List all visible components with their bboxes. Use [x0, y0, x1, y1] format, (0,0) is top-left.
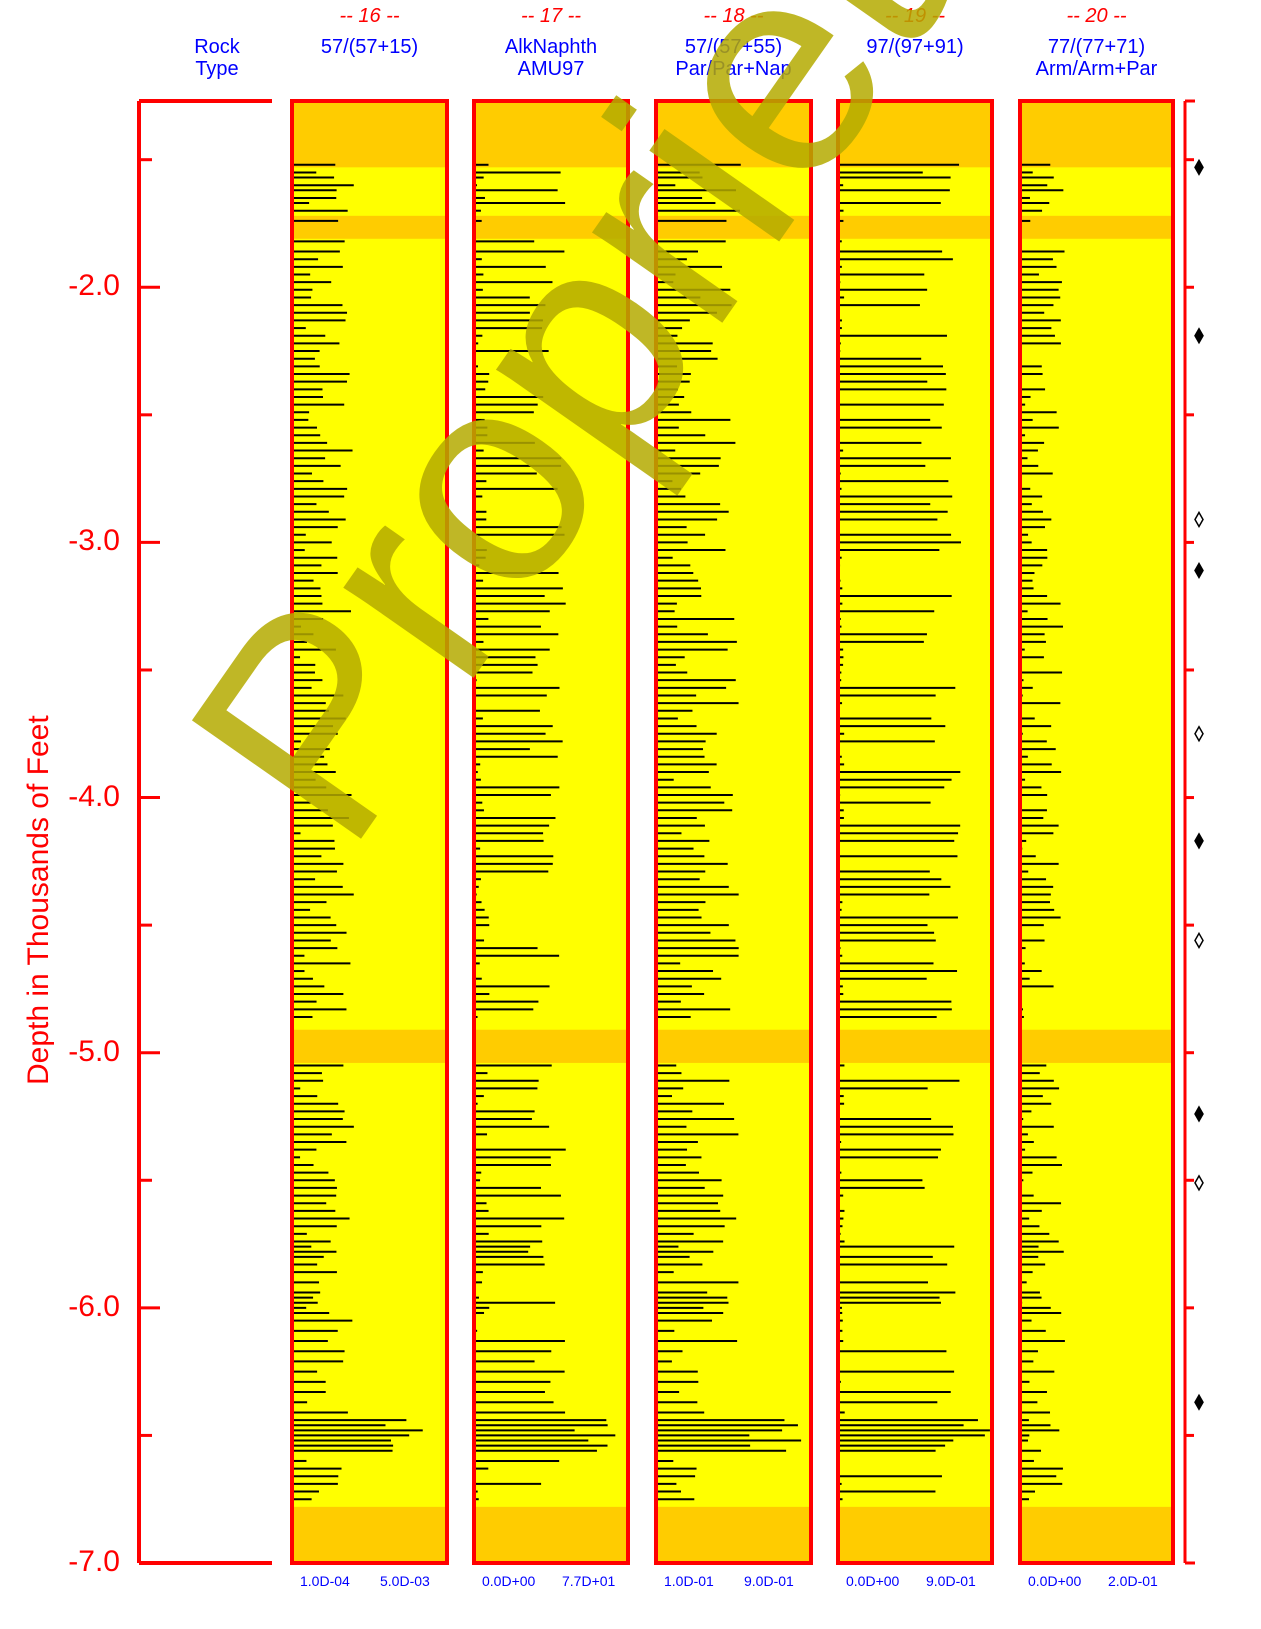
track-label: 57/(57+15) — [275, 36, 465, 58]
sample-diamond — [1194, 931, 1204, 949]
track-5-band-2 — [1020, 215, 1173, 239]
track-1-fill — [292, 101, 447, 1563]
track-3-band-3 — [656, 1029, 811, 1063]
track-label-line1: 97/(97+91) — [866, 36, 964, 58]
track-3-band-2 — [656, 215, 811, 239]
sample-diamond — [1194, 725, 1204, 743]
track-scale-max: 7.7D+01 — [562, 1573, 616, 1589]
track-label-line2: Par/Par+Nap — [675, 58, 792, 80]
y-axis-label: Depth in Thousands of Feet — [22, 715, 55, 1085]
track-5-fill — [1020, 101, 1173, 1563]
track-scale-max: 2.0D-01 — [1108, 1573, 1158, 1589]
rock-type-header: Rock Type — [122, 36, 312, 80]
track-3-fill — [656, 101, 811, 1563]
track-scale-min: 1.0D-04 — [300, 1573, 350, 1589]
track-scale-max: 9.0D-01 — [926, 1573, 976, 1589]
track-scale-max: 5.0D-03 — [380, 1573, 430, 1589]
sample-diamond — [1194, 561, 1204, 579]
track-number: -- 17 -- — [521, 5, 581, 27]
track-1-band-3 — [292, 1029, 447, 1063]
track-4-band-3 — [838, 1029, 992, 1063]
track-number: -- 18 -- — [703, 5, 764, 27]
y-tick-label: -3.0 — [68, 524, 120, 558]
track-5-band-3 — [1020, 1029, 1173, 1063]
track-label-line1: 57/(57+55) — [684, 36, 783, 58]
track-4-band-2 — [838, 215, 992, 239]
track-1-band-2 — [292, 215, 447, 239]
track-5-band-1 — [1020, 101, 1173, 168]
track-2-band-1 — [474, 101, 628, 168]
track-2-band-4 — [474, 1506, 628, 1563]
track-label-line1: 57/(57+15) — [320, 36, 419, 58]
track-label: 57/(57+55) Par/Par+Nap — [639, 36, 829, 80]
track-scale-min: 0.0D+00 — [1028, 1573, 1082, 1589]
y-tick-label: -2.0 — [68, 269, 120, 303]
sample-diamond — [1194, 1393, 1204, 1411]
track-5-band-4 — [1020, 1506, 1173, 1563]
track-number: -- 20 -- — [1066, 5, 1127, 27]
track-2-band-2 — [474, 215, 628, 239]
track-1-band-1 — [292, 101, 447, 168]
y-tick-label: -6.0 — [68, 1289, 120, 1323]
track-label-line2: AMU97 — [517, 58, 585, 80]
track-number: -- 19 -- — [885, 5, 945, 27]
track-scale-min: 1.0D-01 — [664, 1573, 714, 1589]
track-scale-min: 0.0D+00 — [482, 1573, 536, 1589]
sample-diamond — [1194, 1105, 1204, 1123]
track-5-frame — [1018, 99, 1175, 1565]
track-label: 97/(97+91) — [820, 36, 1010, 58]
y-tick-label: -4.0 — [68, 779, 120, 813]
track-2-frame — [472, 99, 630, 1565]
track-label-line1: 77/(77+71) — [1047, 36, 1146, 58]
track-4-band-1 — [838, 101, 992, 168]
track-number: -- 16 -- — [339, 5, 400, 27]
track-label: 77/(77+71) Arm/Arm+Par — [1002, 36, 1192, 80]
y-tick-label: -5.0 — [68, 1034, 120, 1068]
sample-diamond — [1194, 832, 1204, 850]
sample-diamond — [1194, 1174, 1204, 1192]
track-1-band-4 — [292, 1506, 447, 1563]
track-2-band-3 — [474, 1029, 628, 1063]
y-tick-label: -7.0 — [68, 1545, 120, 1578]
track-scale-min: 0.0D+00 — [846, 1573, 900, 1589]
sample-diamond — [1194, 510, 1204, 528]
track-3-band-1 — [656, 101, 811, 168]
track-label: AlkNaphth AMU97 — [456, 36, 646, 80]
track-4-fill — [838, 101, 992, 1563]
track-2-fill — [474, 101, 628, 1563]
rock-type-header-line1: Rock — [194, 36, 240, 58]
sample-diamond — [1194, 158, 1204, 176]
track-4-band-4 — [838, 1506, 992, 1563]
rock-type-header-line2: Type — [195, 58, 239, 80]
track-label-line1: AlkNaphth — [504, 36, 598, 58]
track-scale-max: 9.0D-01 — [744, 1573, 794, 1589]
track-label-line2: Arm/Arm+Par — [1035, 58, 1158, 80]
track-3-band-4 — [656, 1506, 811, 1563]
sample-diamond — [1194, 327, 1204, 345]
track-1-frame — [290, 99, 449, 1565]
track-3-frame — [654, 99, 813, 1565]
track-4-frame — [836, 99, 994, 1565]
